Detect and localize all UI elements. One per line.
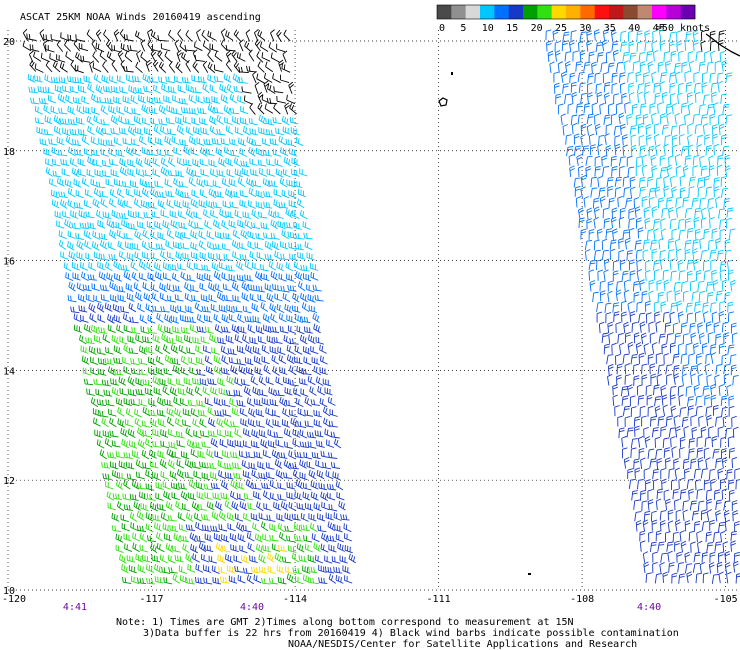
- color-scale-label: 45: [653, 23, 665, 34]
- color-scale-swatch: [551, 5, 567, 19]
- pass-time-label: 4:41: [63, 602, 87, 613]
- pass-times: 4:41 4:40 4:40: [63, 602, 661, 613]
- note-line-3: NOAA/NESDIS/Center for Satellite Applica…: [288, 639, 637, 650]
- longitude-label: -117: [139, 594, 163, 605]
- wind-barb-group: [80, 323, 321, 585]
- color-scale-label: 5: [460, 23, 466, 34]
- color-scale-swatch: [537, 5, 552, 19]
- longitude-label: -114: [283, 594, 307, 605]
- color-scale-swatch: [494, 5, 509, 19]
- color-scale-border: [436, 4, 696, 20]
- longitude-label: -105: [714, 594, 738, 605]
- color-scale-label: 35: [604, 23, 616, 34]
- color-scale-swatch: [465, 5, 481, 19]
- pass-time-label: 4:40: [240, 602, 264, 613]
- color-scale-label: 15: [506, 23, 518, 34]
- color-scale-swatch: [623, 5, 638, 19]
- wind-barb-group: [22, 28, 725, 115]
- wind-barb-group: [65, 28, 739, 407]
- pass-time-label: 4:40: [637, 602, 661, 613]
- latitude-label: 20: [3, 37, 15, 48]
- color-scale-swatch: [580, 5, 595, 19]
- island-san-benedicto: [451, 72, 453, 75]
- wind-barb-group: [70, 302, 740, 585]
- color-scale-swatch: [508, 5, 524, 19]
- color-scale-swatch: [451, 5, 466, 19]
- longitude-label: -120: [2, 594, 26, 605]
- island-clarion: [528, 573, 531, 575]
- color-scale-label: 10: [482, 23, 494, 34]
- color-scale-swatch: [480, 5, 495, 19]
- color-scale-label: >50 knots: [656, 23, 710, 34]
- latitude-label: 16: [3, 257, 15, 268]
- latitude-label: 18: [3, 147, 15, 158]
- color-scale-swatch: [566, 5, 581, 19]
- note-line-1: Note: 1) Times are GMT 2)Times along bot…: [116, 617, 574, 628]
- color-scale-label: 0: [439, 23, 445, 34]
- color-scale-swatch: [523, 5, 538, 19]
- color-scale-label: 40: [628, 23, 640, 34]
- color-scale-label: 30: [579, 23, 591, 34]
- color-scale-label: 25: [555, 23, 567, 34]
- color-scale-swatch: [637, 5, 653, 19]
- color-scale-swatch: [680, 5, 696, 19]
- longitude-label: -111: [427, 594, 451, 605]
- wind-barb-group: [73, 323, 316, 585]
- color-scale-swatch: [437, 5, 452, 19]
- note-line-2: 3)Data buffer is 22 hrs from 20160419 4)…: [143, 628, 679, 639]
- wind-barb-group: [27, 28, 736, 313]
- island-socorro: [438, 97, 448, 107]
- wind-barbs: [22, 28, 740, 585]
- color-scale-swatch: [609, 5, 624, 19]
- mainland-coast: [705, 33, 740, 57]
- color-scale-label: 20: [531, 23, 543, 34]
- color-scale-bar: 0 5 10 15 20 25 30 35 40 45>50 knots: [436, 4, 710, 34]
- latitude-label: 12: [3, 476, 15, 487]
- coastline-and-islands: [438, 33, 740, 575]
- latitude-label: 14: [3, 366, 15, 377]
- color-scale-swatch: [666, 5, 681, 19]
- axis-labels: 20 18 16 14 12 10-120 -117 -114 -111 -108 -105: [2, 37, 738, 605]
- wind-barb-group: [215, 542, 294, 584]
- map-title: ASCAT 25KM NOAA Winds 20160419 ascending: [20, 12, 261, 23]
- longitude-label: -108: [570, 594, 594, 605]
- color-scale-swatch: [594, 5, 610, 19]
- color-scale-swatch: [652, 5, 667, 19]
- latitude-label: 10: [3, 586, 15, 597]
